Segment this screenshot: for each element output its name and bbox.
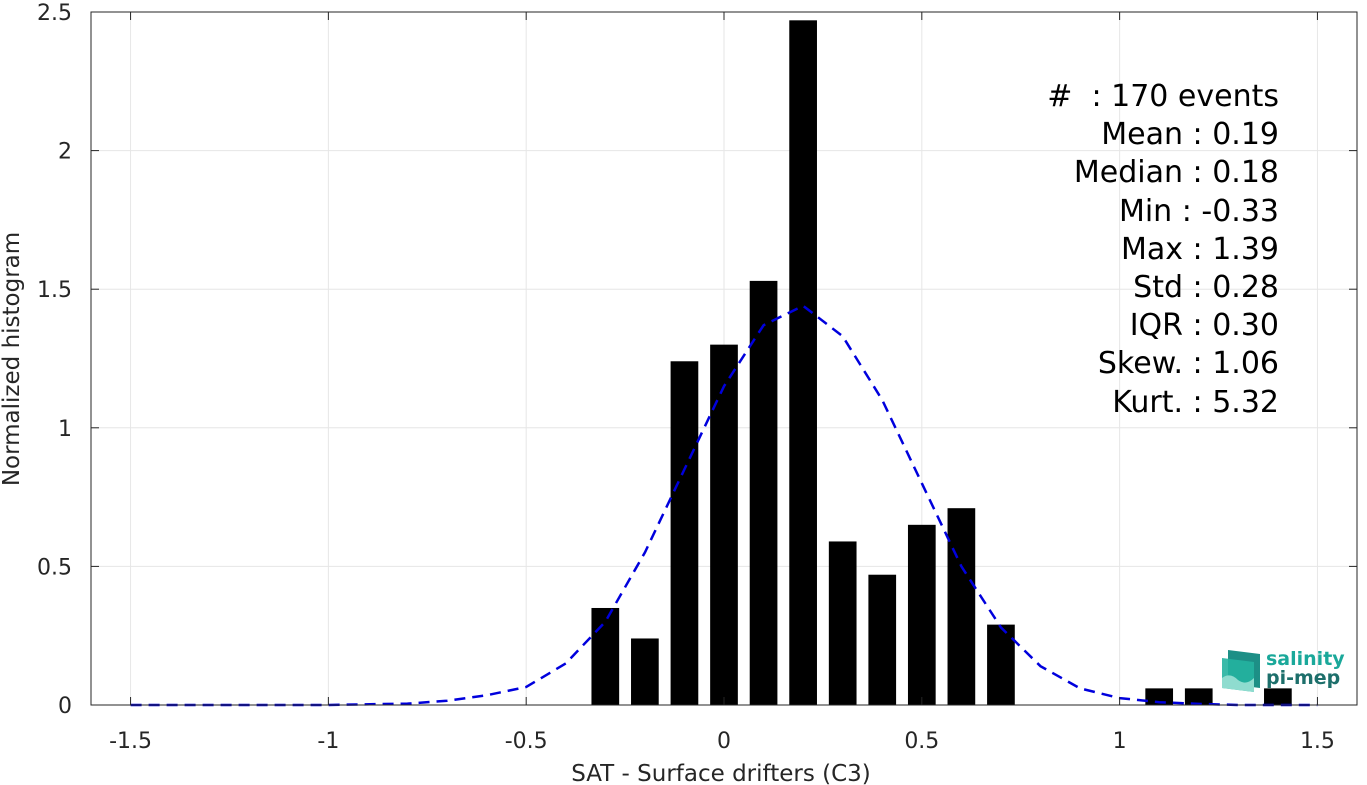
y-tick-label: 1.5: [37, 278, 72, 303]
axes: [90, 11, 1358, 706]
histogram-bar: [710, 344, 738, 705]
y-tick-label: 2.5: [37, 1, 72, 26]
histogram-bar: [1264, 688, 1292, 705]
stat-line: Kurt. : 5.32: [1112, 384, 1279, 420]
histogram-bar: [828, 541, 857, 705]
salinity-pi-mep-logo: salinity pi-mep: [1218, 648, 1346, 696]
logo-text-salinity: salinity: [1266, 648, 1345, 670]
histogram-bar: [907, 524, 936, 705]
x-axis-label: SAT - Surface drifters (C3): [571, 761, 871, 785]
statistics-panel: # : 170 events Mean : 0.19 Median : 0.18 Mi…: [1047, 78, 1279, 422]
y-tick-label: 1: [58, 417, 72, 442]
histogram-bar: [789, 20, 817, 706]
histogram-bar: [1145, 688, 1174, 705]
x-tick-label: 1: [1113, 729, 1127, 754]
stat-line: Median : 0.18: [1073, 155, 1279, 191]
stat-line: Skew. : 1.06: [1097, 346, 1279, 382]
y-tick-label: 0: [58, 694, 72, 719]
x-tick-label: 0: [717, 729, 731, 754]
bars: [591, 20, 1292, 706]
histogram-bar: [591, 607, 620, 705]
tick-labels: -1.5 -1 -0.5 0 0.5 1 1.5 0 0.5 1 1.5 2 2.5: [37, 1, 1335, 754]
y-tick-label: 0.5: [37, 555, 72, 580]
histogram-bar: [1184, 688, 1213, 705]
histogram-bar: [670, 361, 699, 705]
stat-line: Std : 0.28: [1133, 270, 1279, 306]
stat-line: Max : 1.39: [1121, 231, 1279, 267]
histogram-bar: [987, 624, 1015, 705]
logo-text-pi-mep: pi-mep: [1266, 667, 1341, 689]
logo-wave-icon: [1222, 650, 1260, 692]
stat-line: IQR : 0.30: [1129, 308, 1279, 344]
x-tick-label: 1.5: [1300, 729, 1335, 754]
x-tick-label: -1.5: [109, 729, 152, 754]
histogram-bar: [947, 508, 976, 705]
histogram-bar: [749, 280, 778, 705]
y-axis-label: Normalized histogram: [0, 232, 25, 486]
stat-line: Mean : 0.19: [1101, 117, 1279, 153]
y-tick-label: 2: [58, 140, 72, 165]
stat-line: # : 170 events: [1047, 79, 1279, 114]
histogram-bar: [868, 574, 897, 705]
x-tick-label: -1: [317, 729, 339, 754]
histogram-bar: [631, 638, 659, 705]
x-tick-label: 0.5: [904, 729, 939, 754]
x-tick-label: -0.5: [505, 729, 548, 754]
stat-line: Min : -0.33: [1118, 193, 1279, 229]
